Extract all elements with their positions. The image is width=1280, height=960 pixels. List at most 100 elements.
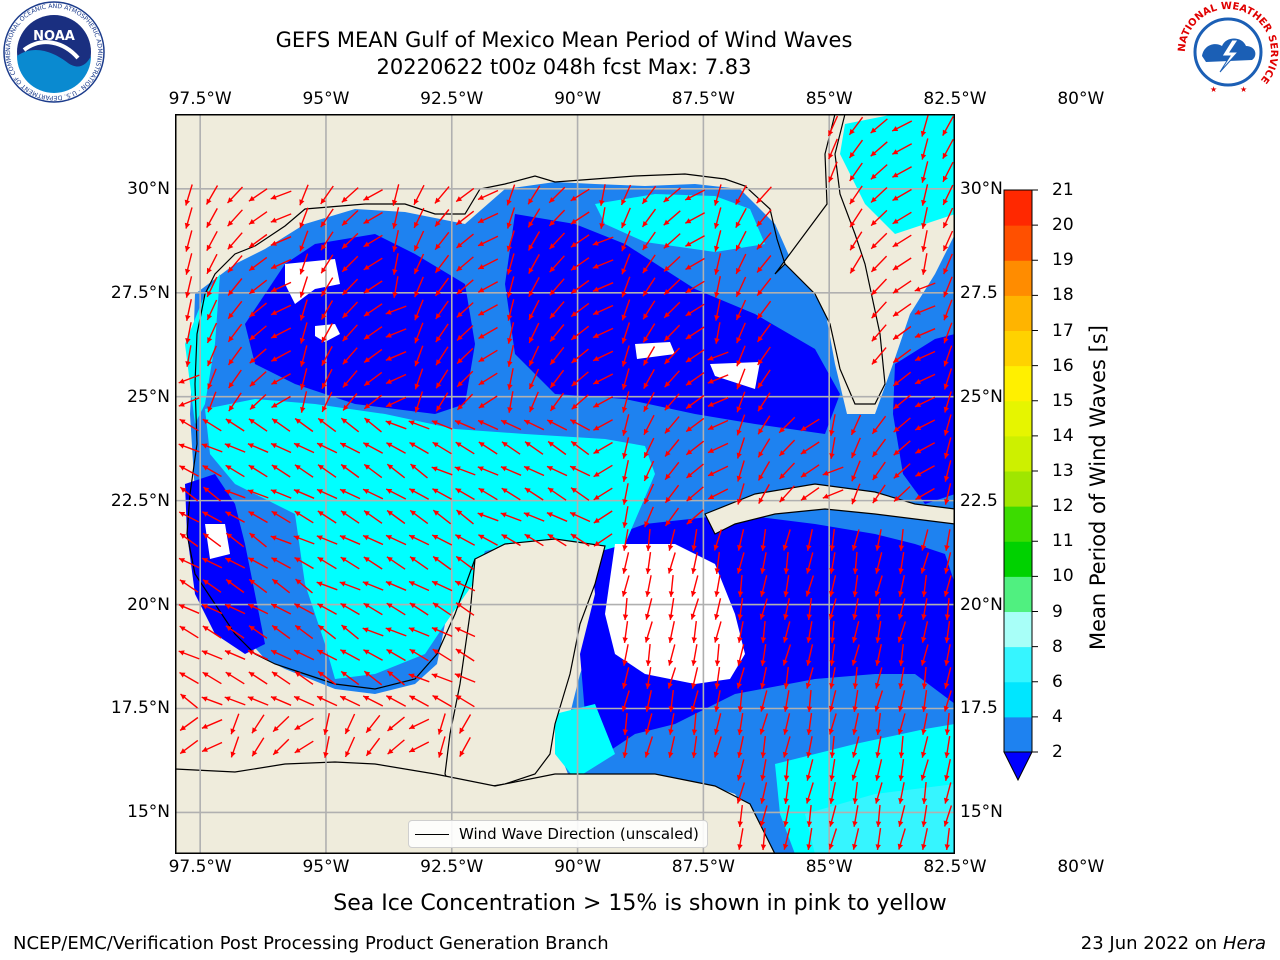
wind-arrow [943, 368, 953, 390]
wind-arrow [805, 575, 815, 597]
wind-arrow [202, 418, 222, 432]
wind-arrow [206, 299, 218, 321]
wind-arrow [341, 301, 359, 319]
wind-arrow [944, 644, 951, 666]
wind-arrow [392, 184, 400, 206]
wind-arrow [875, 759, 883, 781]
wind-arrow [914, 373, 936, 385]
wind-arrow [760, 667, 767, 689]
wind-arrow [641, 208, 657, 228]
wind-arrow [782, 529, 791, 551]
wind-arrow [805, 667, 814, 689]
wind-arrow [756, 186, 772, 204]
wind-arrow [364, 417, 382, 433]
wind-arrow [691, 552, 698, 574]
wind-arrow [622, 437, 630, 459]
wind-arrow [851, 736, 860, 758]
wind-arrow [944, 552, 952, 574]
wind-arrow [664, 484, 680, 504]
wind-arrow [392, 276, 399, 298]
wind-arrow [295, 578, 313, 594]
wind-arrow [206, 208, 218, 228]
wind-arrow [293, 649, 315, 661]
wind-arrow [851, 460, 861, 482]
wind-arrow [942, 138, 954, 160]
wind-arrow [644, 736, 654, 758]
tick-label: 92.5°W [420, 857, 484, 877]
wind-arrow [500, 512, 522, 522]
wind-arrow [735, 230, 747, 252]
wind-arrow [340, 463, 360, 479]
wind-arrow [921, 828, 928, 850]
wind-arrow [851, 437, 861, 459]
wind-arrow [643, 437, 655, 459]
wind-arrow [434, 254, 450, 274]
wind-arrow [362, 581, 384, 591]
tick-label: 87.5°W [671, 89, 735, 109]
wind-arrow [621, 345, 630, 367]
wind-arrow [270, 603, 292, 615]
wind-arrow [644, 506, 654, 528]
wind-arrow [691, 667, 699, 689]
wind-arrow [271, 510, 291, 524]
wind-arrow [316, 649, 338, 661]
wind-arrow [570, 234, 590, 248]
wind-arrow [549, 392, 565, 412]
wind-arrow [339, 649, 361, 661]
wind-arrow [179, 579, 199, 593]
wind-arrow [920, 115, 929, 137]
northern-coastline [204, 173, 786, 295]
wind-arrow [664, 393, 680, 411]
wind-arrow [668, 529, 676, 551]
wind-arrow [870, 209, 888, 227]
wind-arrow [179, 532, 199, 548]
wind-arrow [592, 327, 614, 339]
wind-arrow [320, 231, 334, 251]
wind-arrow [385, 581, 407, 591]
wind-arrow [570, 325, 590, 341]
wind-arrow [178, 604, 200, 614]
wind-arrow [871, 301, 887, 319]
tick-label: 95°W [302, 857, 350, 877]
wind-arrow [478, 372, 498, 386]
tick-label: 27.5 [960, 282, 998, 303]
wind-arrow [569, 419, 591, 431]
wind-arrow [385, 695, 407, 707]
colorbar-tick-label: 14 [1052, 425, 1074, 446]
wind-arrow [893, 485, 911, 503]
wind-arrow [227, 300, 243, 320]
wind-arrow [548, 186, 566, 204]
wind-arrow [942, 184, 954, 206]
wind-arrow [363, 348, 383, 364]
wind-arrow [341, 187, 359, 203]
wind-arrow [806, 621, 813, 643]
western-coastline [186, 293, 476, 690]
wind-arrow [921, 621, 929, 643]
wind-arrow [642, 346, 656, 366]
wind-arrow [707, 442, 729, 454]
wind-arrow [247, 443, 269, 453]
wind-arrow [782, 621, 791, 643]
wind-arrow [685, 440, 705, 456]
colorbar-segment [1004, 471, 1032, 507]
wind-arrow [363, 280, 383, 294]
wind-arrow [875, 828, 882, 850]
florida-peninsula [774, 114, 886, 405]
wind-arrow [385, 488, 407, 500]
wind-arrow [893, 440, 911, 456]
colorbar-tick-label: 15 [1052, 390, 1074, 411]
wind-arrow [806, 759, 814, 781]
wind-arrow [506, 276, 515, 298]
wind-arrow [414, 368, 424, 390]
wind-arrow [320, 208, 334, 228]
wind-arrow [760, 736, 766, 758]
wind-arrow [225, 464, 245, 478]
wind-arrow [759, 713, 769, 735]
wind-arrow [851, 529, 860, 551]
wind-arrow [892, 325, 912, 341]
wind-arrow [686, 463, 704, 479]
wind-arrow [829, 690, 837, 712]
wind-arrow [783, 713, 791, 735]
wind-arrow [478, 487, 498, 501]
wind-arrow [299, 276, 309, 298]
